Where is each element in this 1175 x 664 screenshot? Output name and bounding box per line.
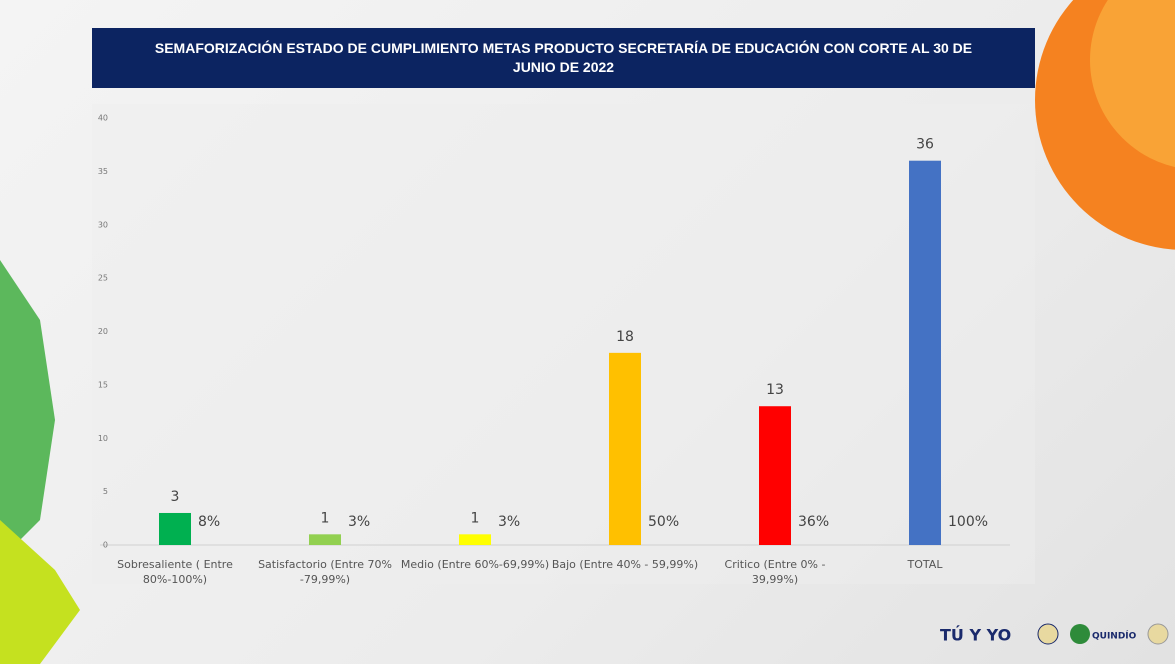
bar <box>459 534 491 545</box>
value-label: 1 <box>471 510 480 526</box>
y-tick-label: 20 <box>98 327 108 336</box>
percent-label: 50% <box>648 514 679 530</box>
logo-seal <box>1037 623 1059 645</box>
y-tick-label: 35 <box>98 167 108 176</box>
y-tick-label: 5 <box>103 487 108 496</box>
percent-label: 36% <box>798 514 829 530</box>
value-label: 36 <box>916 137 934 153</box>
bar <box>309 534 341 545</box>
percent-label: 3% <box>348 514 370 530</box>
value-label: 3 <box>171 489 180 505</box>
x-tick-label: Critico (Entre 0% - 39,99%) <box>724 558 826 586</box>
logo-icon <box>1070 624 1090 644</box>
decor-green <box>0 520 80 664</box>
y-tick-label: 15 <box>98 380 108 389</box>
value-label: 1 <box>321 510 330 526</box>
percent-label: 100% <box>948 514 988 530</box>
logo-text: QUINDÍO <box>1092 630 1137 642</box>
x-tick-label: TOTAL <box>907 558 943 571</box>
chart-title: SEMAFORIZACIÓN ESTADO DE CUMPLIMIENTO ME… <box>92 28 1035 88</box>
y-tick-label: 25 <box>98 274 108 283</box>
bar <box>159 512 191 545</box>
percent-label: 8% <box>198 514 220 530</box>
bar <box>909 160 941 545</box>
decor-green <box>0 260 55 560</box>
y-tick-label: 40 <box>98 114 108 123</box>
y-tick-label: 0 <box>103 541 108 550</box>
bar <box>609 352 641 545</box>
x-tick-label: Satisfactorio (Entre 70% -79,99%) <box>258 558 392 586</box>
bar <box>759 406 791 545</box>
y-tick-label: 30 <box>98 220 108 229</box>
logo-seal <box>1147 623 1169 645</box>
x-tick-label: Bajo (Entre 40% - 59,99%) <box>551 558 699 571</box>
x-tick-label: Medio (Entre 60%-69,99%) <box>400 558 550 571</box>
x-tick-label: Sobresaliente ( Entre 80%-100%) <box>117 558 233 586</box>
logo-text: TÚ Y YO <box>940 626 1011 645</box>
logos: TÚ Y YO QUINDÍO <box>940 623 1169 645</box>
plot-area <box>92 104 1035 584</box>
value-label: 13 <box>766 382 784 398</box>
y-tick-label: 10 <box>98 434 108 443</box>
decor-orange <box>1090 0 1175 168</box>
value-label: 18 <box>616 329 634 345</box>
percent-label: 3% <box>498 514 520 530</box>
